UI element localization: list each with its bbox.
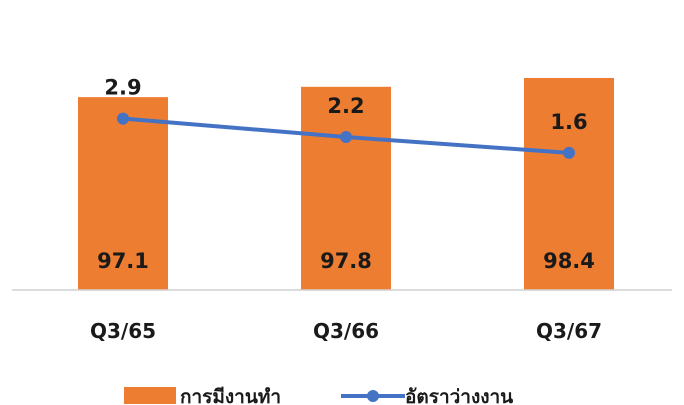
x-tick-label-1: Q3/65 [90,319,156,343]
legend-bar-label: การมีงานทำ [180,386,281,405]
line-label-1: 2.9 [104,76,141,100]
bar-label-2: 97.8 [320,249,372,273]
legend-line-label: อัตราว่างงาน [405,386,513,405]
bar-label-1: 97.1 [97,249,149,273]
line-point-1 [117,112,129,125]
legend-line-marker [367,390,379,402]
x-tick-label-2: Q3/66 [313,319,379,343]
bar-label-3: 98.4 [543,249,595,273]
line-label-3: 1.6 [550,110,587,134]
line-label-2: 2.2 [327,94,364,118]
line-point-3 [563,146,575,159]
bar-1 [78,97,168,290]
x-tick-label-3: Q3/67 [536,319,602,343]
line-point-2 [340,131,352,144]
bar-2 [301,86,391,290]
bar-3 [524,77,614,290]
legend-bar-swatch [124,387,176,404]
